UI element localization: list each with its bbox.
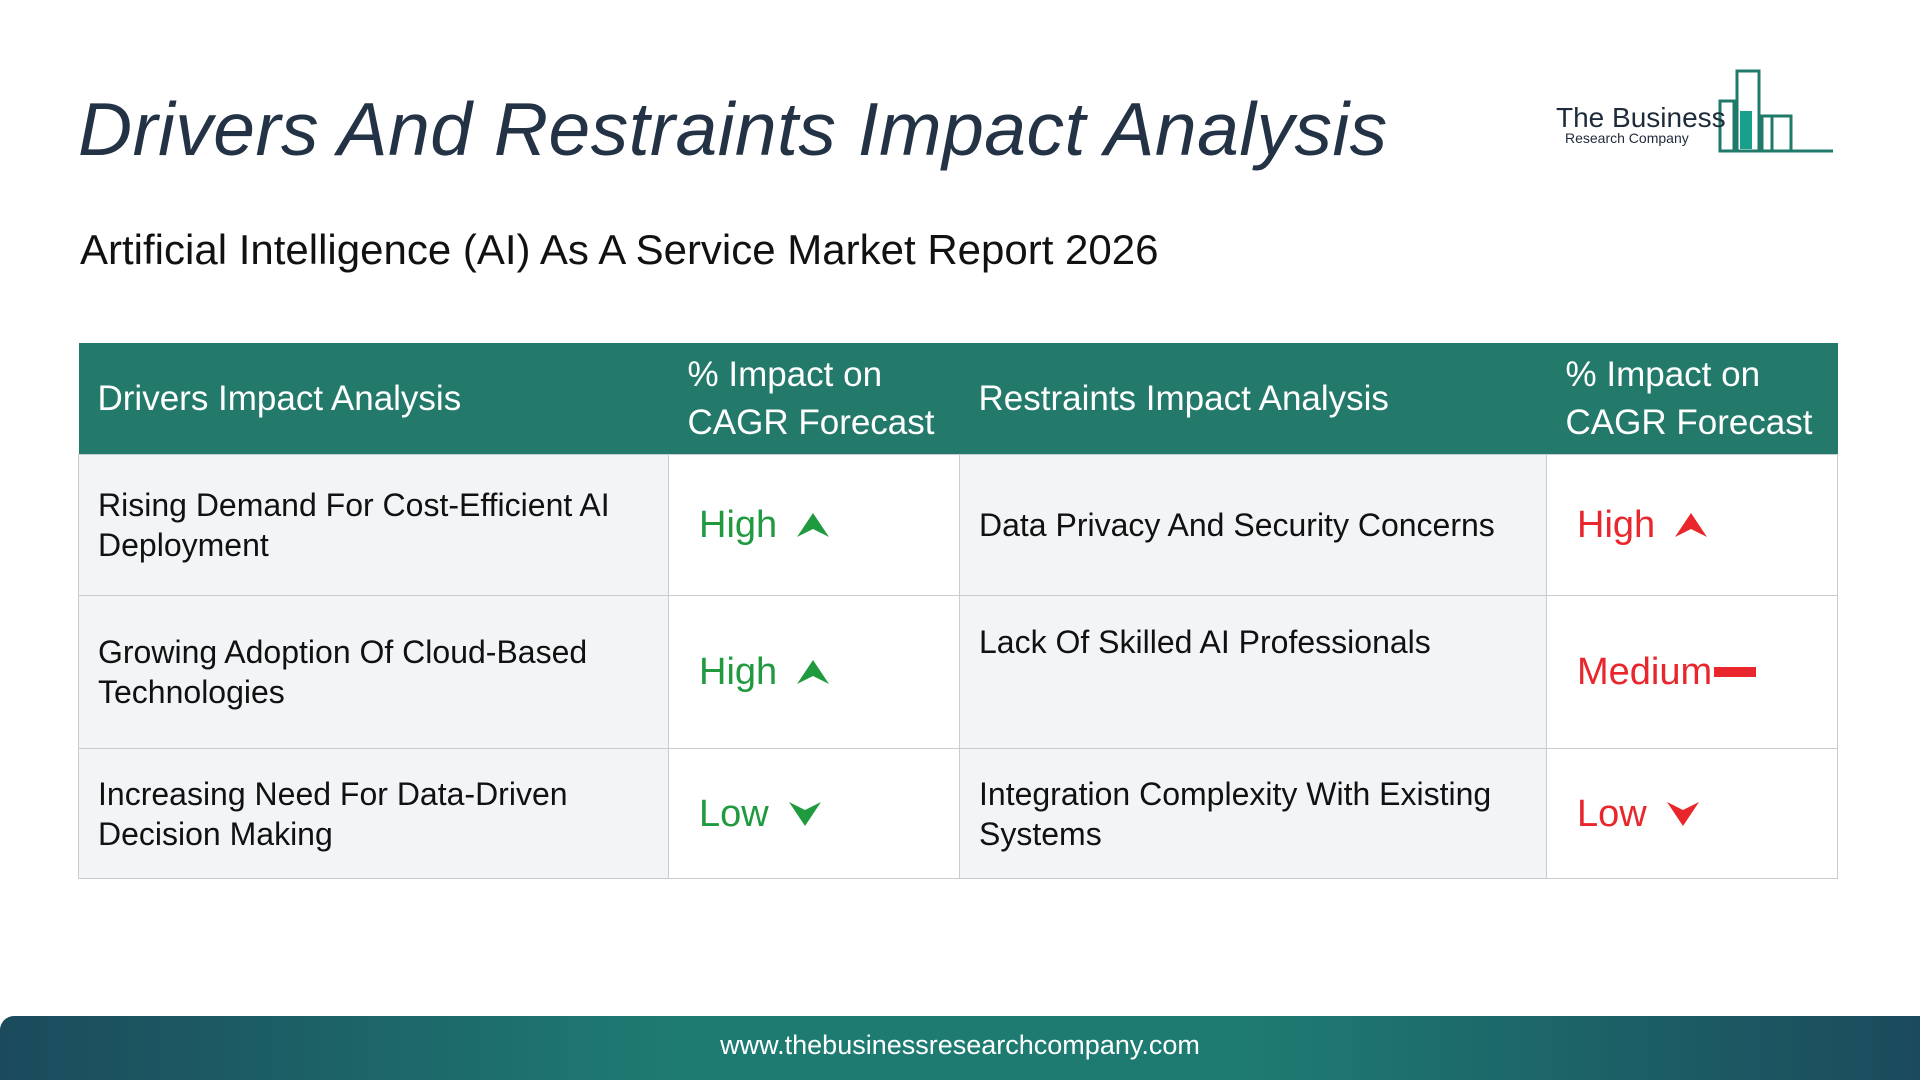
driver-impact-cell: High xyxy=(668,454,960,596)
restraint-impact-cell: High xyxy=(1546,454,1838,596)
restraint-cell: Integration Complexity With Existing Sys… xyxy=(959,748,1547,879)
arrow-up-icon xyxy=(797,660,830,684)
header-drivers: Drivers Impact Analysis xyxy=(78,343,669,455)
footer-bar: www.thebusinessresearchcompany.com xyxy=(0,1016,1920,1080)
impact-label: High xyxy=(699,504,778,546)
arrow-up-icon xyxy=(797,513,830,537)
restraint-cell: Data Privacy And Security Concerns xyxy=(959,454,1547,596)
restraint-impact-cell: Medium xyxy=(1546,595,1838,749)
table-row: Growing Adoption Of Cloud-Based Technolo… xyxy=(78,595,1838,749)
arrow-down-icon xyxy=(788,801,821,826)
driver-impact-cell: High xyxy=(668,595,960,749)
header-drivers-impact: % Impact on CAGR Forecast xyxy=(668,343,960,455)
header-restraints: Restraints Impact Analysis xyxy=(959,343,1547,455)
building-chart-icon xyxy=(1718,69,1833,153)
header-restraints-impact: % Impact on CAGR Forecast xyxy=(1546,343,1838,455)
impact-label: Low xyxy=(1577,792,1647,835)
report-subtitle: Artificial Intelligence (AI) As A Servic… xyxy=(80,226,1159,273)
restraint-impact-cell: Low xyxy=(1546,748,1838,879)
table-header-row: Drivers Impact Analysis % Impact on CAGR… xyxy=(78,343,1838,455)
arrow-down-icon xyxy=(1666,801,1699,826)
table-row: Increasing Need For Data-Driven Decision… xyxy=(78,748,1838,879)
company-logo: The Business Research Company xyxy=(1555,66,1835,166)
website-link[interactable]: www.thebusinessresearchcompany.com xyxy=(720,1030,1200,1060)
dash-icon xyxy=(1714,667,1757,677)
driver-impact-cell: Low xyxy=(668,748,960,879)
impact-label: Medium xyxy=(1577,651,1713,693)
driver-cell: Rising Demand For Cost-Efficient AI Depl… xyxy=(78,454,669,596)
impact-label: High xyxy=(699,651,778,693)
arrow-up-icon xyxy=(1675,513,1708,537)
restraint-cell: Lack Of Skilled AI Professionals xyxy=(959,595,1547,749)
driver-cell: Increasing Need For Data-Driven Decision… xyxy=(78,748,669,879)
impact-table: Drivers Impact Analysis % Impact on CAGR… xyxy=(78,343,1838,879)
page-title: Drivers And Restraints Impact Analysis xyxy=(78,87,1388,171)
table-row: Rising Demand For Cost-Efficient AI Depl… xyxy=(78,454,1838,596)
logo-line-2: Research Company xyxy=(1565,130,1689,146)
impact-label: Low xyxy=(699,792,769,835)
impact-label: High xyxy=(1577,504,1656,546)
logo-line-1: The Business xyxy=(1556,102,1726,133)
driver-cell: Growing Adoption Of Cloud-Based Technolo… xyxy=(78,595,669,749)
